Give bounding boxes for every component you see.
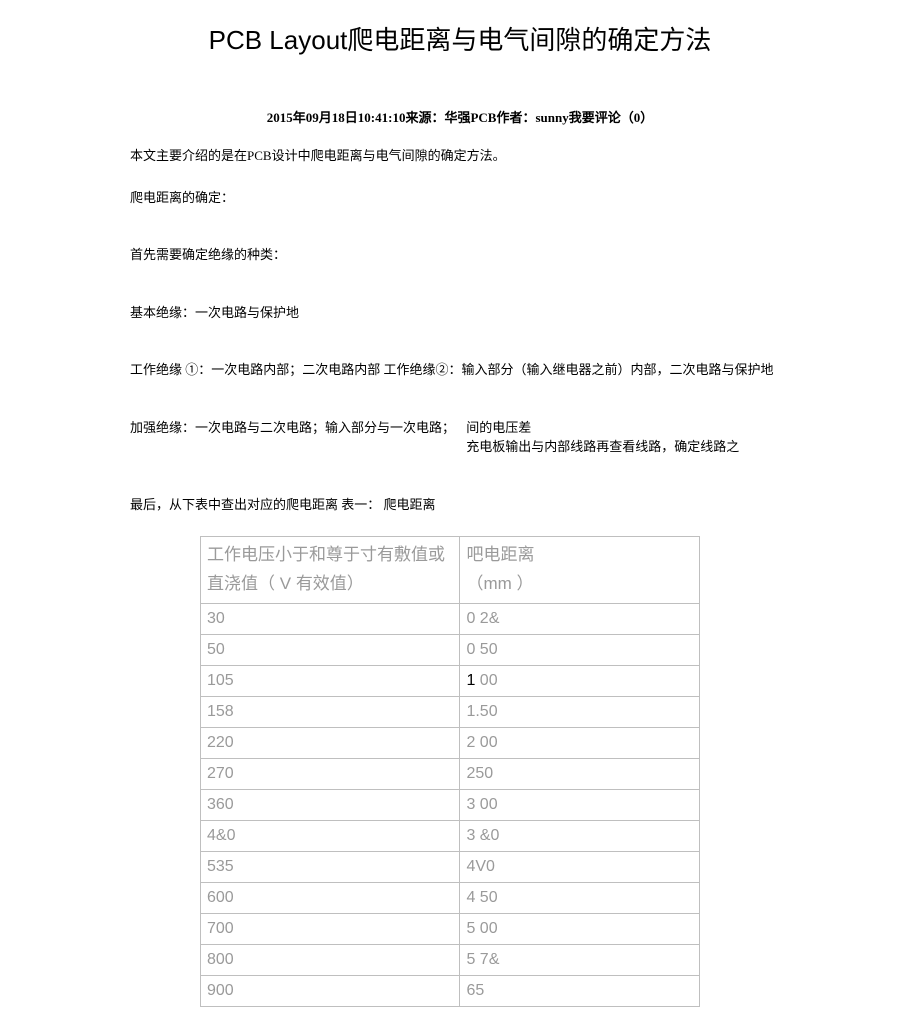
distance-cell: 5 7& (460, 944, 700, 975)
voltage-cell: 700 (201, 913, 460, 944)
distance-pre: 0 2 (466, 610, 488, 627)
voltage-cell: 105 (201, 665, 460, 696)
table-row: 600 4 50 (201, 882, 700, 913)
distance-pre: 3 00 (466, 796, 497, 813)
table-row: 300 2& (201, 603, 700, 634)
section-creepage: 爬电距离的确定： (130, 188, 790, 208)
voltage-cell: 4&0 (201, 820, 460, 851)
table-header-row: 工作电压小于和尊于寸有敷值或 直浇值（ V 有效值） 吧电距离 （mm ） (201, 537, 700, 604)
table-row: 158 1.50 (201, 696, 700, 727)
page-title: PCB Layout爬电距离与电气间隙的确定方法 (0, 20, 920, 57)
distance-cell: 250 (460, 758, 700, 789)
voltage-cell: 360 (201, 789, 460, 820)
table-row: 1051 00 (201, 665, 700, 696)
header-distance: 吧电距离 （mm ） (460, 537, 700, 604)
distance-cell: 4V0 (460, 851, 700, 882)
working-insulation: 工作绝缘 ①：一次电路内部；二次电路内部 工作绝缘②：输入部分（输入继电器之前）… (130, 360, 790, 380)
voltage-cell: 50 (201, 634, 460, 665)
table-row: 50 0 50 (201, 634, 700, 665)
header-voltage-line2c: 有效值） (296, 574, 364, 593)
header-voltage: 工作电压小于和尊于寸有敷值或 直浇值（ V 有效值） (201, 537, 460, 604)
voltage-cell: 535 (201, 851, 460, 882)
basic-insulation: 基本绝缘：一次电路与保护地 (130, 303, 790, 323)
header-distance-line2: （mm ） (466, 574, 533, 593)
creepage-table-wrap: 工作电压小于和尊于寸有敷值或 直浇值（ V 有效值） 吧电距离 （mm ） 30… (200, 536, 790, 1007)
voltage-cell: 220 (201, 727, 460, 758)
distance-cell: 1 00 (460, 665, 700, 696)
distance-cell: 3 00 (460, 789, 700, 820)
voltage-cell: 158 (201, 696, 460, 727)
distance-pre: 5 00 (466, 920, 497, 937)
table-row: 220 2 00 (201, 727, 700, 758)
table-row: 360 3 00 (201, 789, 700, 820)
table-lead-in: 最后，从下表中查出对应的爬电距离 表一： 爬电距离 (130, 495, 790, 515)
creepage-table: 工作电压小于和尊于寸有敷值或 直浇值（ V 有效值） 吧电距离 （mm ） 30… (200, 536, 700, 1007)
distance-post: & (489, 610, 500, 627)
distance-pre: 65 (466, 982, 484, 999)
reinforced-insulation-left: 加强绝缘：一次电路与二次电路；输入部分与一次电路； (130, 420, 455, 435)
reinforced-insulation-right: 间的电压差 充电板输出与内部线路再查看线路，确定线路之 (466, 418, 739, 457)
charging-board-line: 充电板输出与内部线路再查看线路，确定线路之 (466, 439, 739, 454)
distance-pre: 0 50 (466, 641, 497, 658)
voltage-cell: 800 (201, 944, 460, 975)
table-row: 900 65 (201, 975, 700, 1006)
voltage-cell: 600 (201, 882, 460, 913)
header-voltage-v: V (280, 574, 291, 593)
header-distance-line1: 吧电距离 (466, 545, 534, 564)
distance-pre: 1.50 (466, 703, 497, 720)
table-body: 300 2&500 501051 001581.502202 002702503… (201, 603, 700, 1006)
table-row: 270 250 (201, 758, 700, 789)
table-row: 700 5 00 (201, 913, 700, 944)
distance-pre: 4 50 (466, 889, 497, 906)
table-row: 4&0 3 &0 (201, 820, 700, 851)
intro-paragraph: 本文主要介绍的是在PCB设计中爬电距离与电气间隙的确定方法。 (130, 146, 790, 166)
content-area: 2015年09月18日10:41:10来源：华强PCB作者：sunny我要评论（… (0, 107, 920, 1007)
distance-pre: 4V0 (466, 858, 494, 875)
distance-cell: 65 (460, 975, 700, 1006)
header-voltage-line1: 工作电压小于和尊于寸有敷值或 (207, 545, 445, 564)
distance-cell: 2 00 (460, 727, 700, 758)
distance-cell: 3 &0 (460, 820, 700, 851)
header-voltage-line2a: 直浇值（ (207, 574, 275, 593)
voltage-cell: 270 (201, 758, 460, 789)
reinforced-insulation: 加强绝缘：一次电路与二次电路；输入部分与一次电路； 间的电压差 充电板输出与内部… (130, 418, 790, 457)
voltage-diff-line: 间的电压差 (466, 420, 531, 435)
distance-pre: 5 7& (466, 951, 499, 968)
table-row: 535 4V0 (201, 851, 700, 882)
distance-cell: 1.50 (460, 696, 700, 727)
voltage-cell: 30 (201, 603, 460, 634)
table-row: 800 5 7& (201, 944, 700, 975)
distance-cell: 5 00 (460, 913, 700, 944)
distance-pre: 3 &0 (466, 827, 499, 844)
insulation-types-heading: 首先需要确定绝缘的种类： (130, 245, 790, 265)
distance-cell: 0 2& (460, 603, 700, 634)
distance-pre: 250 (466, 765, 493, 782)
meta-line: 2015年09月18日10:41:10来源：华强PCB作者：sunny我要评论（… (130, 107, 790, 126)
distance-pre: 2 00 (466, 734, 497, 751)
distance-post: 00 (475, 672, 497, 689)
distance-cell: 0 50 (460, 634, 700, 665)
distance-cell: 4 50 (460, 882, 700, 913)
voltage-cell: 900 (201, 975, 460, 1006)
